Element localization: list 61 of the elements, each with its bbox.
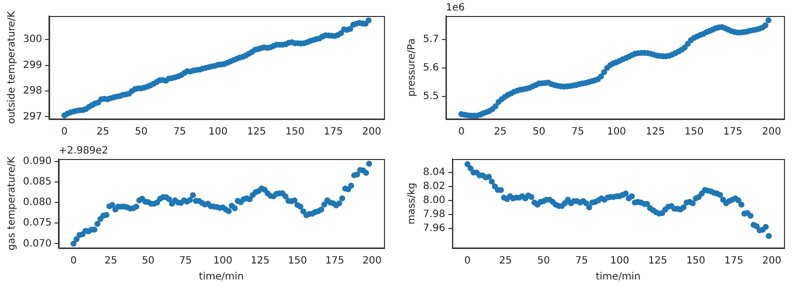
text: +2.989e2 <box>58 146 108 157</box>
x-tick-label: 150 <box>684 126 704 138</box>
x-tick-label: 25 <box>104 256 118 267</box>
y-tick-label: 7.96 <box>423 222 446 234</box>
x-tick-label: 200 <box>762 126 782 138</box>
x-tick-label: 150 <box>686 256 706 267</box>
y-tick-label: 8.04 <box>423 167 446 178</box>
x-tick-label: 200 <box>362 126 382 138</box>
y-axis-title: outside temperature/K <box>6 10 18 124</box>
x-tick-label: 125 <box>646 126 665 138</box>
y-tick-label: 300 <box>22 34 42 46</box>
x-tick-label: 175 <box>324 126 343 138</box>
x-tick-label: 25 <box>499 256 512 267</box>
x-tick-label: 200 <box>362 256 382 267</box>
x-tick-label: 175 <box>723 126 742 138</box>
x-tick-label: 200 <box>762 256 782 267</box>
x-tick-label: 100 <box>213 256 232 267</box>
y-tick-label: 299 <box>22 60 42 71</box>
x-tick-label: 100 <box>610 256 630 267</box>
x-tick-label: 125 <box>246 126 266 138</box>
x-axis-title: time/min <box>198 272 244 283</box>
y-tick-label: 5.7 <box>422 34 439 46</box>
x-tick-label: 150 <box>285 126 304 138</box>
y-axis-title: mass/kg <box>406 182 418 224</box>
x-tick-label: 150 <box>288 256 307 267</box>
x-tick-label: 125 <box>648 256 668 267</box>
y-tick-label: 0.080 <box>22 197 52 208</box>
x-tick-label: 75 <box>571 126 584 138</box>
x-tick-label: 0 <box>61 126 68 138</box>
x-axis-title: time/min <box>596 272 641 283</box>
x-tick-label: 0 <box>70 256 77 267</box>
y-tick-label: 5.6 <box>422 62 439 74</box>
x-tick-label: 50 <box>532 126 546 138</box>
x-tick-label: 50 <box>134 126 148 138</box>
x-tick-label: 175 <box>724 256 744 267</box>
text: 1e6 <box>446 2 465 14</box>
y-axis-title: gas temperature/K <box>6 156 18 250</box>
x-tick-label: 75 <box>173 126 186 138</box>
y-tick-label: 8.00 <box>423 195 446 206</box>
x-tick-label: 50 <box>142 256 155 267</box>
y-tick-label: 7.98 <box>423 208 446 220</box>
x-tick-label: 50 <box>537 256 550 267</box>
y-tick-label: 0.070 <box>22 238 52 250</box>
x-tick-label: 0 <box>464 256 471 267</box>
x-tick-label: 25 <box>494 126 507 138</box>
x-tick-label: 25 <box>96 126 110 138</box>
y-tick-label: 8.02 <box>423 181 446 192</box>
y-tick-label: 0.075 <box>22 218 52 229</box>
x-tick-label: 100 <box>208 126 228 138</box>
y-tick-label: 0.090 <box>22 156 52 167</box>
y-tick-label: 0.085 <box>22 176 52 188</box>
x-tick-label: 175 <box>325 256 344 267</box>
y-axis-title: pressure/Pa <box>406 38 418 97</box>
y-tick-label: 5.5 <box>422 90 439 102</box>
x-tick-label: 0 <box>458 126 465 138</box>
x-tick-label: 125 <box>250 256 270 267</box>
x-tick-label: 100 <box>606 126 626 138</box>
x-tick-label: 75 <box>179 256 192 267</box>
y-tick-label: 297 <box>22 111 42 122</box>
x-tick-label: 75 <box>575 256 588 267</box>
y-tick-label: 298 <box>22 86 42 97</box>
